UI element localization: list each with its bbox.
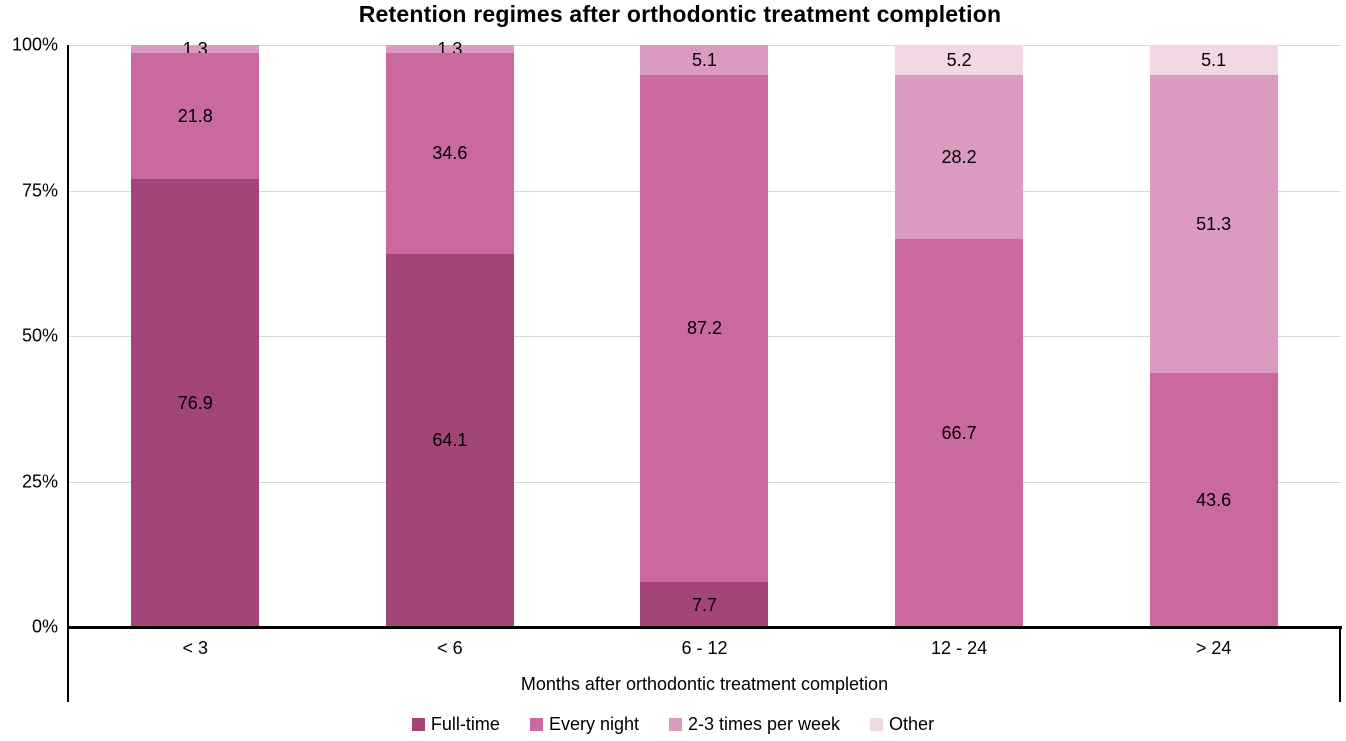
data-label: 34.6 (432, 143, 468, 164)
plot-area: 76.9 21.8 1.3 64.1 34.6 1.3 7.7 87.2 5.1 66.7 28.2… (68, 40, 1341, 627)
bar-segment-full-time: 76.9 (131, 179, 260, 627)
bars: 76.9 21.8 1.3 64.1 34.6 1.3 7.7 87.2 5.1 66.7 28.2… (68, 40, 1341, 627)
x-axis-title: Months after orthodontic treatment compl… (520, 674, 889, 694)
data-label: 21.8 (177, 106, 213, 127)
bar-slot: 7.7 87.2 5.1 (577, 45, 832, 627)
bar->24: 43.6 51.3 5.1 (1149, 45, 1278, 627)
bar-segment-every-night: 21.8 (131, 52, 260, 180)
x-tick-label: > 24 (1195, 638, 1232, 658)
bar-segment-full-time: 7.7 (640, 582, 769, 627)
y-axis-line (67, 45, 69, 702)
bar-segment-full-time: 64.1 (385, 253, 514, 627)
data-label: 5.1 (1201, 49, 1227, 70)
legend-swatch-icon (870, 718, 884, 731)
bar-segment-2-3-times-per-week: 5.1 (640, 45, 769, 75)
legend-label: Every night (548, 714, 639, 734)
legend-item-other: Other (870, 714, 934, 735)
bar-6-12: 7.7 87.2 5.1 (640, 45, 769, 627)
bar-segment-every-night: 34.6 (385, 52, 514, 254)
x-tick-label: 12 - 24 (931, 638, 988, 658)
legend-label: 2-3 times per week (687, 714, 841, 734)
data-label: 66.7 (941, 423, 977, 444)
bar-segment-2-3-times-per-week: 28.2 (895, 75, 1024, 240)
x-tick-label: 6 - 12 (681, 638, 728, 658)
bar-segment-every-night: 66.7 (895, 239, 1024, 627)
y-tick-label: 50% (21, 325, 58, 346)
y-axis: 100% 75% 50% 25% 0% (0, 35, 58, 637)
data-label: 43.6 (1196, 490, 1232, 511)
legend-item-2-3-times-per-week: 2-3 times per week (668, 714, 841, 735)
bar-slot: 76.9 21.8 1.3 (68, 40, 323, 627)
bar-12-24: 66.7 28.2 5.2 (895, 45, 1024, 627)
x-axis: < 3 < 6 6 - 12 12 - 24 > 24 (68, 638, 1341, 659)
data-label: 5.2 (946, 50, 972, 71)
bar-segment-every-night: 43.6 (1149, 373, 1278, 627)
bar-slot: 43.6 51.3 5.1 (1086, 45, 1341, 627)
legend-label: Full-time (430, 714, 500, 734)
data-label: 5.1 (691, 49, 717, 70)
legend-swatch-icon (411, 718, 425, 731)
chart-title: Retention regimes after orthodontic trea… (358, 1, 1002, 27)
bar-<3: 76.9 21.8 1.3 (131, 40, 260, 627)
legend-swatch-icon (529, 718, 543, 731)
bar-segment-2-3-times-per-week: 1.3 (385, 40, 514, 58)
bar-slot: 64.1 34.6 1.3 (323, 40, 578, 627)
data-label: 51.3 (1196, 213, 1232, 234)
bar-segment-other: 5.1 (1149, 45, 1278, 75)
legend-item-every-night: Every night (529, 714, 639, 735)
bar-slot: 66.7 28.2 5.2 (832, 45, 1087, 627)
data-label: 87.2 (686, 318, 722, 339)
bar-segment-every-night: 87.2 (640, 74, 769, 583)
bar-segment-2-3-times-per-week: 51.3 (1149, 74, 1278, 374)
y-tick-label: 100% (11, 34, 58, 55)
x-axis-line (67, 626, 1342, 629)
bar-segment-2-3-times-per-week: 1.3 (131, 40, 260, 58)
y-tick-label: 0% (31, 616, 58, 637)
data-label: 28.2 (941, 147, 977, 168)
legend-item-full-time: Full-time (411, 714, 500, 735)
legend-label: Other (889, 714, 935, 734)
y-tick-label: 25% (21, 471, 58, 491)
bar-<6: 64.1 34.6 1.3 (385, 40, 514, 627)
y-tick-label: 75% (21, 180, 58, 200)
x-tick-label: < 6 (437, 638, 463, 658)
data-label: 7.7 (691, 594, 717, 615)
x-tick-label: < 3 (182, 638, 209, 658)
data-label: 76.9 (177, 393, 213, 414)
bar-segment-other: 5.2 (895, 45, 1024, 76)
data-label: 64.1 (432, 430, 468, 451)
plot-right-border (1339, 627, 1341, 702)
legend: Full-time Every night 2-3 times per week Ot… (0, 714, 1346, 735)
legend-swatch-icon (668, 718, 682, 731)
